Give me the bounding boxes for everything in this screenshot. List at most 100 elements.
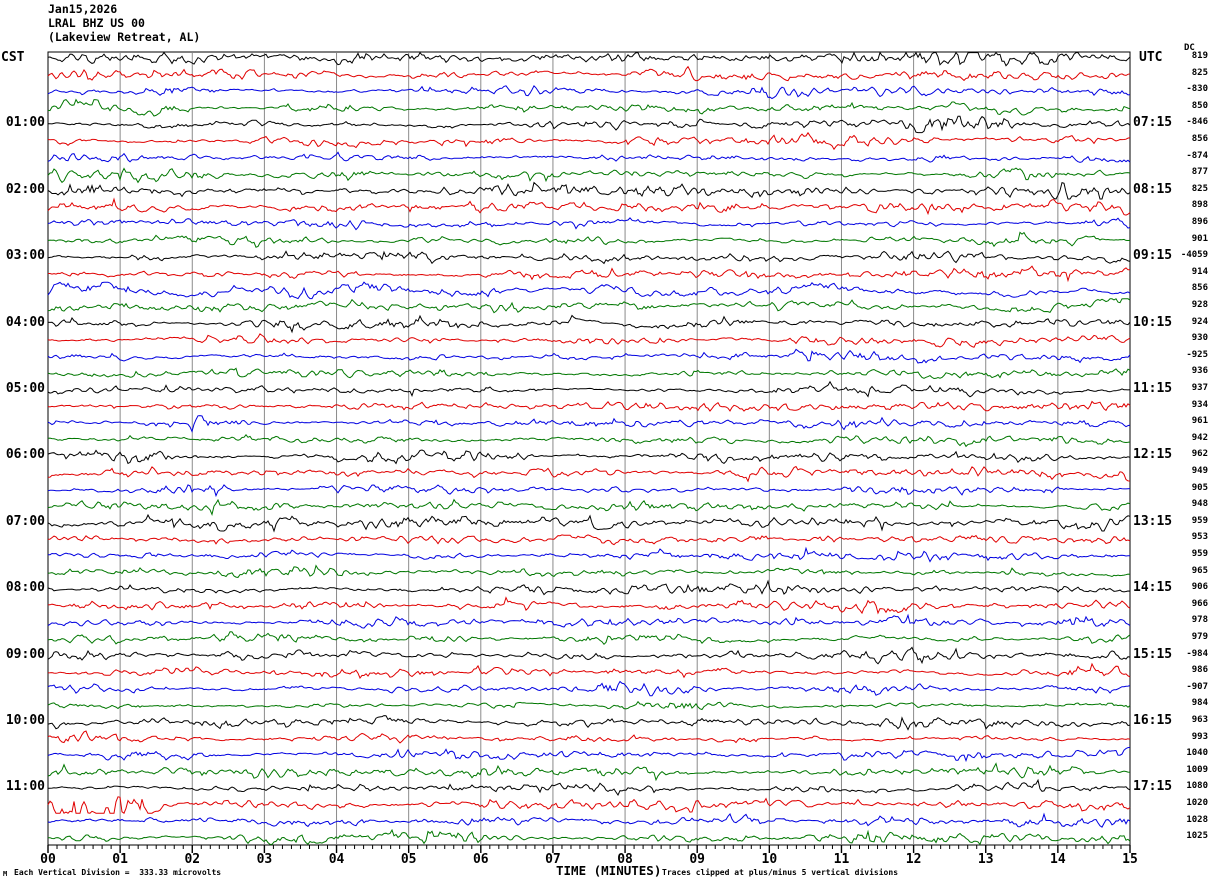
dc-offset-value: 898 (1191, 200, 1208, 211)
dc-offset-value: 914 (1191, 266, 1208, 277)
seismo-trace-row-25 (47, 465, 1131, 483)
x-axis-tick-label: 03 (256, 852, 273, 867)
dc-offset-value: 965 (1191, 565, 1208, 576)
clip-note: Traces clipped at plus/minus 5 vertical … (662, 868, 899, 877)
x-axis-title: TIME (MINUTES) (556, 863, 662, 878)
seismo-trace-row-47 (48, 828, 1131, 846)
hour-label-right: 14:15 (1133, 580, 1173, 596)
x-axis-tick-label: 06 (472, 852, 489, 867)
dc-offset-value: 1009 (1186, 764, 1208, 775)
x-axis-tick-label: 10 (761, 852, 778, 867)
dc-offset-value: 930 (1191, 333, 1208, 344)
dc-offset-value: 937 (1191, 383, 1208, 393)
x-axis-tick-label: 11 (833, 852, 850, 867)
hour-label-right: 08:15 (1133, 181, 1173, 197)
seismo-trace-row-33 (47, 596, 1131, 615)
seismo-trace-row-41 (47, 730, 1131, 744)
dc-offset-value: 963 (1191, 715, 1208, 725)
dc-offset-value: 993 (1191, 731, 1208, 742)
dc-offset-value: 979 (1191, 632, 1208, 642)
seismo-trace-row-19 (47, 367, 1131, 380)
x-axis-tick-label: 14 (1050, 852, 1066, 867)
seismo-trace-row-9 (47, 197, 1131, 216)
hour-label-left: 10:00 (5, 713, 45, 728)
seismo-trace-row-27 (47, 498, 1131, 516)
seismo-trace-row-37 (47, 662, 1131, 679)
hour-label-left: 09:00 (5, 646, 45, 662)
dc-offset-value: -846 (1186, 117, 1208, 128)
dc-offset-value: 961 (1191, 416, 1208, 427)
dc-offset-value: 901 (1191, 233, 1208, 244)
dc-column-header: DC (1184, 43, 1195, 53)
seismo-trace-row-38 (47, 680, 1131, 697)
dc-offset-value: -874 (1186, 150, 1208, 161)
x-axis-tick-label: 13 (977, 852, 994, 867)
seismo-trace-row-3 (47, 98, 1131, 117)
dc-offset-value: 936 (1191, 366, 1208, 377)
hour-label-left: 07:00 (5, 513, 45, 529)
dc-offset-value: -984 (1186, 648, 1208, 659)
seismo-trace-row-24 (47, 449, 1131, 465)
dc-offset-value: 928 (1191, 300, 1208, 310)
seismo-trace-row-12 (47, 250, 1131, 265)
x-axis-tick-label: 09 (689, 852, 706, 867)
seismo-trace-row-0 (47, 51, 1131, 67)
dc-offset-value: 948 (1191, 499, 1208, 510)
seismo-trace-row-46 (47, 812, 1131, 828)
tiny-sample-mark: M (3, 870, 8, 878)
hour-label-left: 06:00 (5, 447, 45, 463)
x-axis-tick-label: 01 (112, 852, 128, 867)
hour-label-left: 02:00 (5, 181, 45, 197)
left-timezone-label: CST (1, 50, 25, 65)
seismo-trace-row-42 (47, 746, 1131, 763)
x-axis-tick-label: 05 (400, 852, 417, 867)
seismo-trace-row-8 (47, 181, 1131, 200)
seismo-trace-row-43 (47, 762, 1131, 782)
seismo-trace-row-23 (47, 433, 1131, 448)
dc-offset-value: 1080 (1186, 781, 1208, 792)
dc-offset-value: 949 (1191, 466, 1208, 476)
seismo-trace-row-10 (47, 217, 1131, 231)
seismo-trace-row-4 (47, 115, 1131, 134)
hour-label-right: 13:15 (1133, 513, 1173, 529)
dc-offset-value: 850 (1191, 100, 1208, 111)
x-axis-tick-label: 15 (1122, 852, 1138, 867)
dc-offset-value: 1020 (1186, 798, 1208, 808)
dc-offset-value: -907 (1186, 681, 1208, 692)
dc-offset-value: 962 (1191, 449, 1208, 460)
dc-offset-value: -4059 (1180, 250, 1208, 261)
hour-label-left: 01:00 (5, 115, 45, 131)
seismo-trace-row-29 (47, 534, 1131, 546)
seismo-trace-row-31 (47, 564, 1131, 578)
dc-offset-value: 906 (1191, 582, 1208, 593)
seismo-trace-row-1 (47, 65, 1131, 82)
x-axis-tick-label: 12 (905, 852, 922, 867)
dc-offset-value: 978 (1191, 615, 1208, 626)
seismo-trace-row-20 (47, 380, 1131, 398)
seismo-trace-row-15 (47, 298, 1131, 314)
dc-offset-value: 905 (1191, 482, 1208, 493)
seismo-trace-row-11 (47, 231, 1131, 248)
dc-offset-value: 856 (1191, 134, 1208, 144)
dc-offset-value: 959 (1191, 515, 1208, 526)
seismo-trace-row-36 (47, 646, 1131, 665)
hour-label-left: 04:00 (5, 314, 45, 330)
hour-label-left: 11:00 (5, 779, 45, 795)
dc-offset-value: -925 (1186, 349, 1208, 360)
dc-offset-value: 924 (1191, 316, 1208, 327)
hour-label-right: 16:15 (1133, 713, 1173, 728)
dc-offset-value: 934 (1191, 399, 1208, 410)
seismo-trace-row-17 (47, 333, 1131, 348)
seismo-trace-row-13 (48, 265, 1130, 283)
hour-label-right: 07:15 (1133, 115, 1173, 131)
dc-offset-value: 959 (1191, 549, 1208, 559)
seismo-trace-row-26 (47, 484, 1131, 498)
dc-offset-value: 819 (1191, 51, 1208, 61)
dc-offset-value: 986 (1191, 665, 1208, 676)
seismo-trace-row-39 (47, 700, 1131, 711)
hour-label-right: 10:15 (1133, 314, 1173, 330)
dc-offset-value: 1028 (1186, 814, 1208, 825)
header-station: LRAL BHZ US 00 (48, 16, 145, 30)
